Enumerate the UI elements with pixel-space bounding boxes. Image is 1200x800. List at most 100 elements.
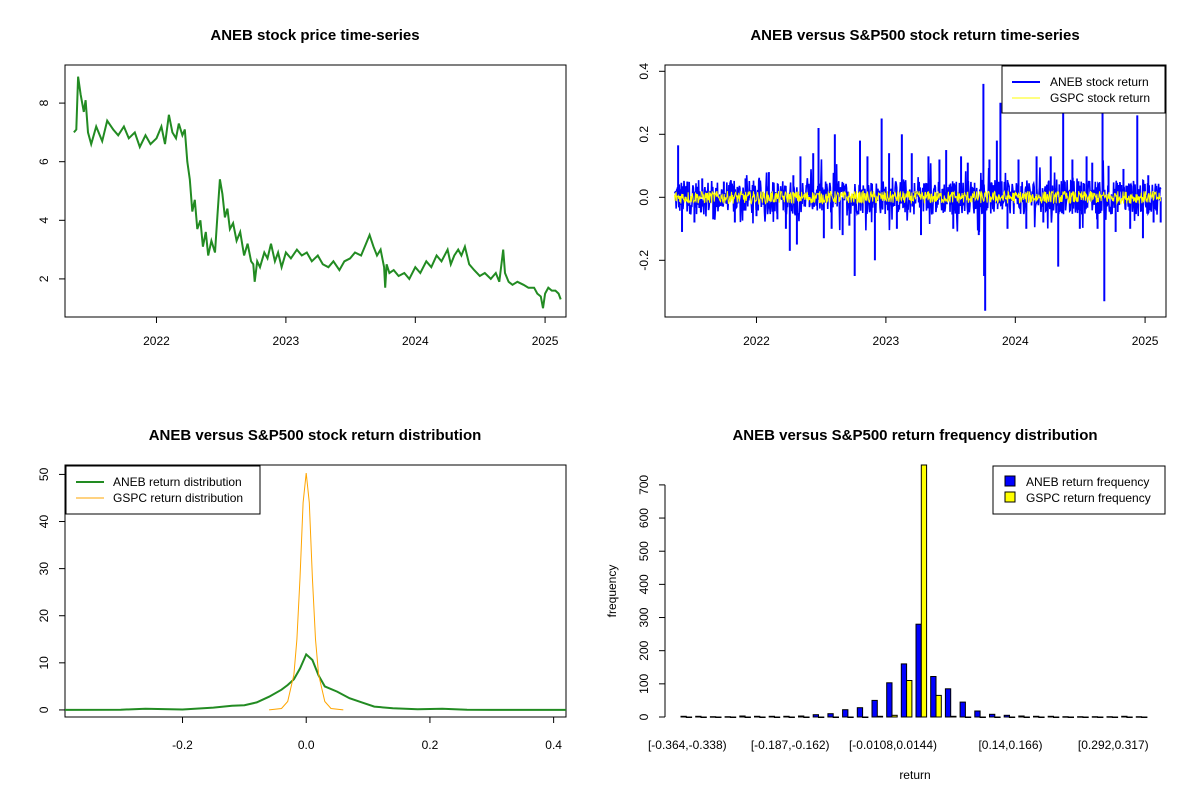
gspc-return-line	[674, 189, 1162, 206]
x-category-label: [-0.364,-0.338)	[648, 738, 727, 752]
frequency-y-axis-label: frequency	[605, 565, 619, 618]
legend-aneb-density-label: ANEB return distribution	[113, 475, 242, 489]
price-series	[73, 76, 562, 309]
y-tick-label: 50	[37, 467, 51, 481]
aneb-frequency-bar	[886, 682, 893, 718]
gspc-frequency-bar	[906, 680, 913, 718]
gspc-frequency-bar	[715, 716, 722, 718]
frequency-x-axis-label: return	[899, 768, 930, 782]
y-tick-label: 10	[37, 656, 51, 670]
gspc-frequency-bar	[1038, 716, 1045, 718]
return-timeseries-panel: ANEB versus S&P500 stock return time-ser…	[637, 27, 1167, 348]
gspc-frequency-bar	[935, 694, 942, 718]
aneb-frequency-bar	[989, 713, 996, 718]
aneb-frequency-bar	[754, 715, 761, 718]
frequency-bars	[680, 464, 1148, 718]
gspc-frequency-bar	[803, 716, 810, 718]
gspc-frequency-bar	[1023, 716, 1030, 718]
y-tick-label: 30	[37, 562, 51, 576]
price-chart-title: ANEB stock price time-series	[210, 27, 419, 44]
aneb-frequency-bar	[1062, 716, 1069, 718]
gspc-frequency-bar	[773, 716, 781, 718]
y-tick-label: 6	[37, 158, 51, 165]
aneb-frequency-bar	[944, 688, 952, 718]
gspc-frequency-bar	[1067, 716, 1074, 718]
legend-aneb-label: ANEB stock return	[1050, 75, 1149, 89]
aneb-frequency-bar	[768, 715, 776, 718]
x-category-label: [-0.0108,0.0144)	[849, 738, 937, 752]
x-tick-label: 2023	[273, 334, 300, 348]
return-frequency-panel: ANEB versus S&P500 return frequency dist…	[605, 427, 1166, 782]
x-tick-label: 0.2	[422, 738, 439, 752]
aneb-frequency-bar	[959, 701, 966, 718]
legend-gspc-freq-swatch	[1004, 491, 1016, 503]
aneb-frequency-bar	[871, 699, 878, 718]
aneb-frequency-bar	[783, 715, 790, 718]
price-line	[73, 76, 562, 309]
y-tick-label: 200	[637, 640, 651, 660]
x-tick-label: 2023	[873, 334, 900, 348]
aneb-return-spikes	[677, 83, 1162, 311]
aneb-frequency-bar	[798, 715, 805, 718]
legend-aneb-freq-swatch	[1004, 475, 1016, 487]
gspc-frequency-bar	[700, 716, 707, 718]
gspc-frequency-bar	[832, 716, 840, 718]
gspc-frequency-bar	[1097, 716, 1104, 718]
aneb-frequency-bar	[709, 716, 717, 718]
legend-gspc-freq-label: GSPC return frequency	[1026, 491, 1151, 505]
gspc-frequency-bar	[994, 716, 1001, 718]
aneb-frequency-bar	[1121, 715, 1128, 718]
x-tick-label: 2022	[143, 334, 170, 348]
gspc-frequency-bar	[1111, 716, 1119, 718]
price-timeseries-panel: ANEB stock price time-series 2022 2023 202…	[37, 27, 567, 348]
legend-gspc-label: GSPC stock return	[1050, 91, 1150, 105]
gspc-frequency-bar	[1126, 716, 1133, 718]
frequency-legend-box	[992, 465, 1166, 515]
return-plot-frame	[664, 64, 1167, 318]
gspc-frequency-bar	[744, 716, 751, 718]
aneb-frequency-bar	[827, 713, 834, 718]
x-tick-label: -0.2	[172, 738, 193, 752]
density-series	[64, 472, 566, 711]
gspc-frequency-bar	[950, 715, 957, 718]
y-tick-label: 700	[637, 475, 651, 495]
aneb-frequency-bar	[680, 715, 687, 718]
aneb-frequency-bar	[812, 714, 820, 718]
y-tick-label: 8	[37, 99, 51, 106]
x-category-label: [0.14,0.166)	[978, 738, 1042, 752]
frequency-chart-title: ANEB versus S&P500 return frequency dist…	[732, 427, 1097, 444]
gspc-frequency-bar	[964, 716, 972, 718]
y-tick-label: 300	[637, 607, 651, 627]
price-plot-frame	[64, 64, 567, 318]
aneb-frequency-bar	[1033, 715, 1040, 718]
gspc-frequency-bar	[759, 716, 766, 718]
aneb-frequency-bar	[1091, 716, 1099, 718]
return-legend-box	[1001, 65, 1166, 114]
gspc-frequency-bar	[876, 715, 884, 718]
y-tick-label: 500	[637, 541, 651, 561]
aneb-frequency-bar	[1047, 715, 1054, 718]
aneb-density-line	[64, 652, 566, 711]
density-chart-title: ANEB versus S&P500 stock return distribu…	[149, 427, 482, 444]
density-legend-box	[65, 465, 261, 515]
gspc-frequency-bar	[920, 464, 928, 718]
gspc-frequency-bar	[1141, 716, 1148, 718]
gspc-frequency-bar	[891, 714, 898, 718]
aneb-frequency-bar	[930, 676, 937, 718]
aneb-frequency-bar	[739, 715, 746, 718]
aneb-frequency-bar	[1106, 716, 1113, 718]
aneb-frequency-bar	[1018, 715, 1025, 718]
x-tick-label: 2022	[743, 334, 770, 348]
aneb-frequency-bar	[856, 707, 864, 718]
aneb-frequency-bar	[842, 709, 849, 718]
y-tick-label: 20	[37, 609, 51, 623]
y-tick-label: 0.4	[637, 63, 651, 80]
x-category-label: [0.292,0.317)	[1078, 738, 1149, 752]
aneb-frequency-bar	[915, 623, 922, 718]
y-tick-label: 40	[37, 515, 51, 529]
aneb-frequency-bar	[724, 716, 731, 718]
return-legend: ANEB stock return GSPC stock return	[1001, 65, 1166, 114]
x-tick-label: 2024	[402, 334, 429, 348]
aneb-frequency-bar	[1135, 716, 1143, 718]
